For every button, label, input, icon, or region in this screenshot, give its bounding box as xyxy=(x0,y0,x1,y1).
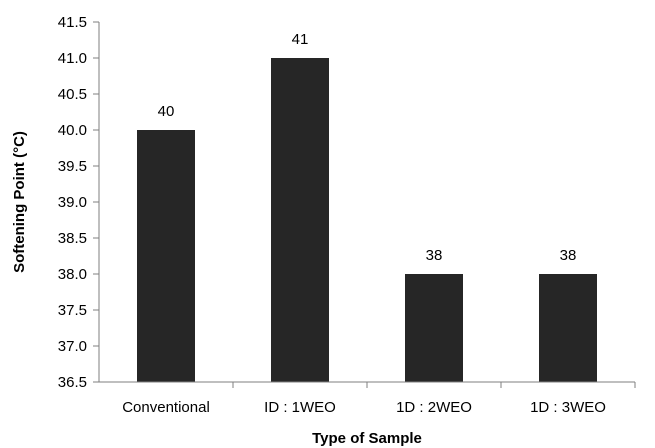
y-tick-label: 38.5 xyxy=(58,230,87,247)
y-axis-ticks: 36.5 37.0 37.5 38.0 38.5 39.0 39.5 40.0 40.5 41.0… xyxy=(58,14,99,391)
data-label: 40 xyxy=(158,103,175,120)
y-tick-label: 40.0 xyxy=(58,122,87,139)
data-labels: 40 41 38 38 xyxy=(158,31,577,264)
data-label: 38 xyxy=(426,247,443,264)
y-tick-label: 39.5 xyxy=(58,158,87,175)
y-tick-label: 36.5 xyxy=(58,374,87,391)
bar xyxy=(405,274,463,382)
x-axis-title: Type of Sample xyxy=(312,430,422,447)
y-tick-label: 37.0 xyxy=(58,338,87,355)
bar xyxy=(271,58,329,382)
x-category-label: ID : 1WEO xyxy=(264,399,336,416)
y-tick-label: 38.0 xyxy=(58,266,87,283)
y-axis-title: Softening Point (°C) xyxy=(11,131,28,273)
y-tick-label: 40.5 xyxy=(58,86,87,103)
y-tick-label: 41.5 xyxy=(58,14,87,31)
data-label: 41 xyxy=(292,31,309,48)
bar xyxy=(539,274,597,382)
bar xyxy=(137,130,195,382)
bars xyxy=(137,58,597,382)
y-tick-label: 41.0 xyxy=(58,50,87,67)
x-category-label: 1D : 2WEO xyxy=(396,399,472,416)
x-category-label: Conventional xyxy=(122,399,210,416)
x-axis-category-labels: Conventional ID : 1WEO 1D : 2WEO 1D : 3WEO xyxy=(122,382,636,416)
y-tick-label: 37.5 xyxy=(58,302,87,319)
data-label: 38 xyxy=(560,247,577,264)
y-tick-label: 39.0 xyxy=(58,194,87,211)
x-category-label: 1D : 3WEO xyxy=(530,399,606,416)
